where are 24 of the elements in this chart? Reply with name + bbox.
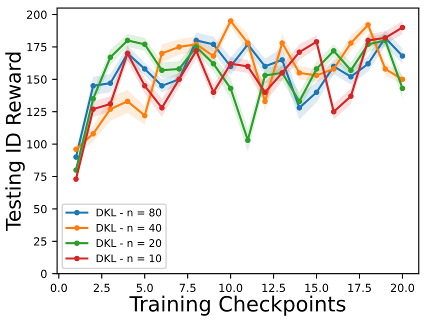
- x-tick-label: 0.0: [50, 284, 67, 292]
- x-tick-label: 17.5: [348, 284, 371, 292]
- legend-label: DKL - n = 80: [96, 208, 162, 216]
- y-axis-title: Testing ID Reward: [5, 52, 25, 231]
- y-tick-label: 125: [27, 108, 46, 116]
- x-tick-label: 7.5: [180, 284, 196, 292]
- x-axis-title: Training Checkpoints: [129, 296, 346, 316]
- y-tick-label: 25: [34, 237, 46, 246]
- y-tick-label: 50: [34, 204, 47, 214]
- y-tick-label: 150: [27, 75, 47, 84]
- legend-label: DKL - n = 40: [96, 224, 162, 232]
- x-tick-label: 12.5: [262, 284, 285, 292]
- y-tick-label: 100: [27, 140, 47, 148]
- x-tick-label: 2.5: [94, 284, 110, 292]
- legend-label: DKL - n = 10: [96, 254, 162, 262]
- y-tick-label: 200: [26, 10, 47, 19]
- x-tick-label: 5.0: [136, 284, 153, 292]
- y-tick-label: 75: [34, 172, 46, 181]
- y-tick-label: 0: [41, 270, 47, 278]
- x-tick-label: 10.0: [219, 284, 242, 292]
- legend-label: DKL - n = 20: [96, 239, 162, 248]
- x-tick-label: 15.0: [305, 284, 328, 292]
- y-tick-label: 175: [27, 43, 46, 52]
- x-tick-label: 20.0: [390, 284, 414, 292]
